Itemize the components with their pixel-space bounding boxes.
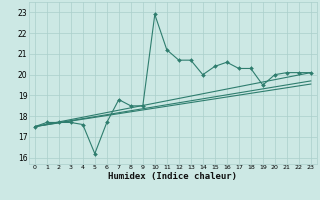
X-axis label: Humidex (Indice chaleur): Humidex (Indice chaleur)	[108, 172, 237, 181]
